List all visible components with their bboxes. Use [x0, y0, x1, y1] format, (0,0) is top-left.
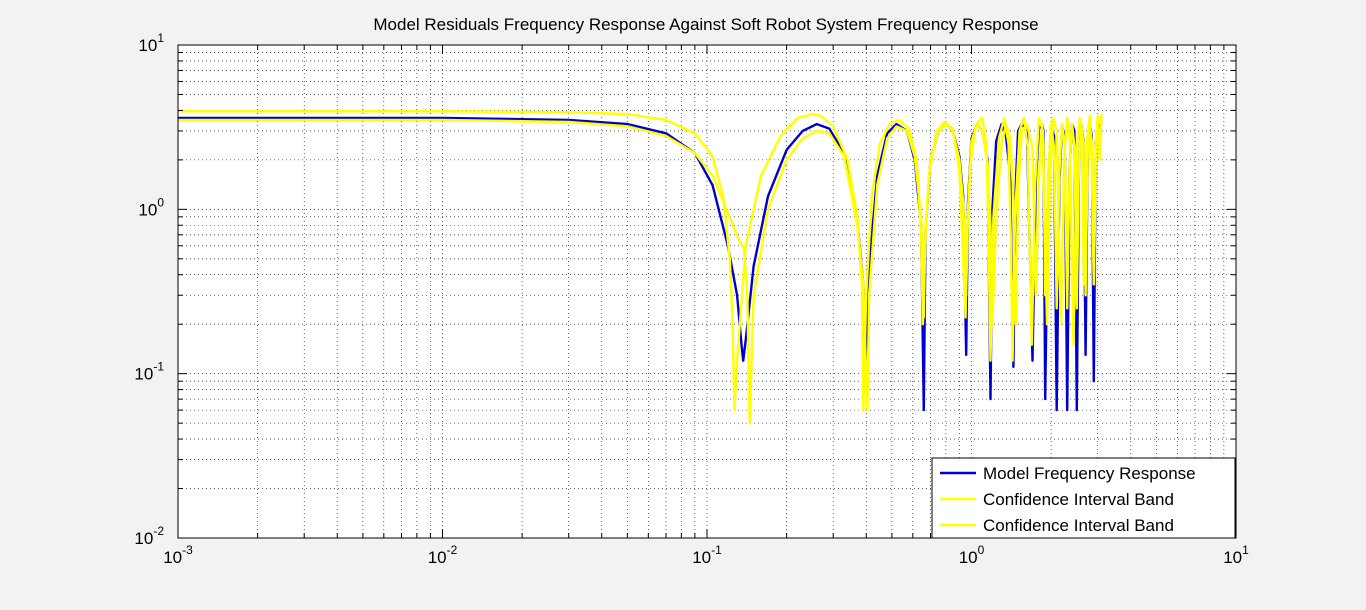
x-tick-label: 10-3: [163, 543, 193, 567]
legend-label: Model Frequency Response: [983, 464, 1196, 483]
x-tick-label: 101: [1223, 543, 1249, 567]
legend-label: Confidence Interval Band: [983, 490, 1174, 509]
y-tick-label: 10-2: [134, 524, 164, 548]
x-tick-label: 10-1: [692, 543, 722, 567]
y-tick-label: 10-1: [134, 360, 164, 384]
series-group: [178, 110, 1103, 425]
y-tick-label: 100: [138, 195, 164, 219]
legend-label: Confidence Interval Band: [983, 516, 1174, 535]
series-line-3: [178, 117, 1103, 425]
x-tick-label: 100: [959, 543, 985, 567]
x-tick-label: 10-2: [428, 543, 458, 567]
legend-box: [931, 457, 1236, 539]
legend: Model Frequency Response Confidence Inter…: [931, 457, 1236, 539]
y-tick-label: 101: [138, 31, 164, 55]
chart-title: Model Residuals Frequency Response Again…: [373, 15, 1038, 34]
